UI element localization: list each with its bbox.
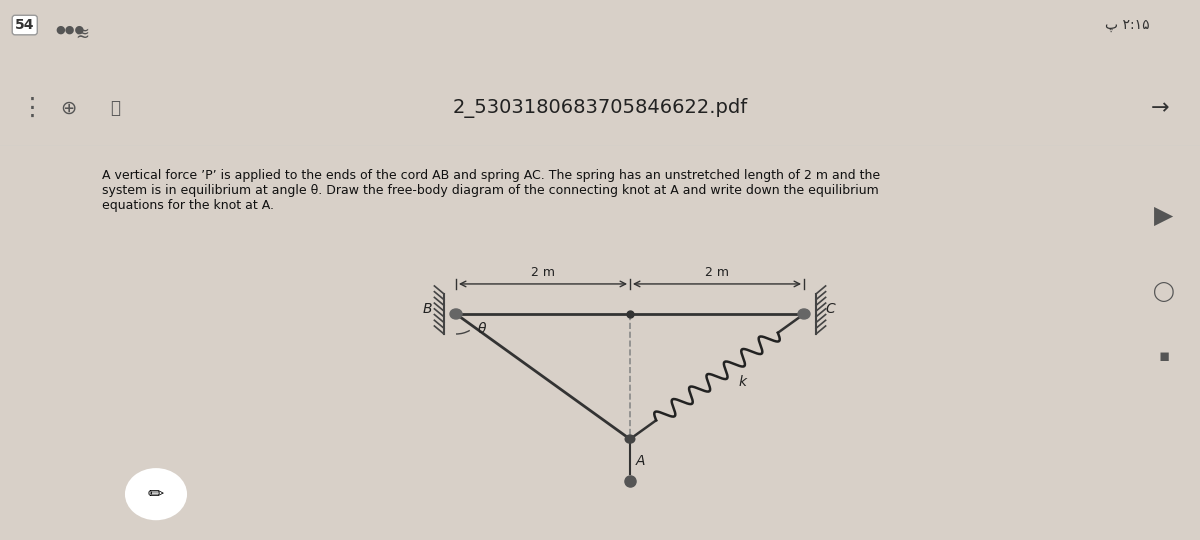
Text: k: k <box>739 375 746 389</box>
Text: ▪: ▪ <box>1158 347 1170 366</box>
Circle shape <box>450 309 462 319</box>
Circle shape <box>126 469 186 519</box>
Text: C: C <box>826 302 835 316</box>
Text: A: A <box>636 454 646 468</box>
Text: A vertical force ’P’ is applied to the ends of the cord AB and spring AC. The sp: A vertical force ’P’ is applied to the e… <box>102 169 880 212</box>
Circle shape <box>798 309 810 319</box>
Text: ⊕: ⊕ <box>60 98 77 118</box>
Text: 2 m: 2 m <box>706 266 730 279</box>
Text: 🔍: 🔍 <box>110 99 120 117</box>
Text: ⋮: ⋮ <box>20 96 46 120</box>
Text: 54: 54 <box>14 18 35 32</box>
Text: θ: θ <box>478 322 486 336</box>
Text: ●●●: ●●● <box>55 25 84 35</box>
Text: پ ۲:۱۵: پ ۲:۱۵ <box>1105 18 1150 32</box>
Text: ◯: ◯ <box>1153 281 1175 302</box>
Text: B: B <box>422 302 432 316</box>
Text: ≋: ≋ <box>74 25 89 43</box>
Text: ✏: ✏ <box>148 485 164 504</box>
Text: 2_5303180683705846622.pdf: 2_5303180683705846622.pdf <box>452 98 748 118</box>
Text: →: → <box>1151 98 1169 118</box>
Text: 2 m: 2 m <box>530 266 554 279</box>
Text: ▶: ▶ <box>1154 204 1174 228</box>
Circle shape <box>625 435 635 443</box>
